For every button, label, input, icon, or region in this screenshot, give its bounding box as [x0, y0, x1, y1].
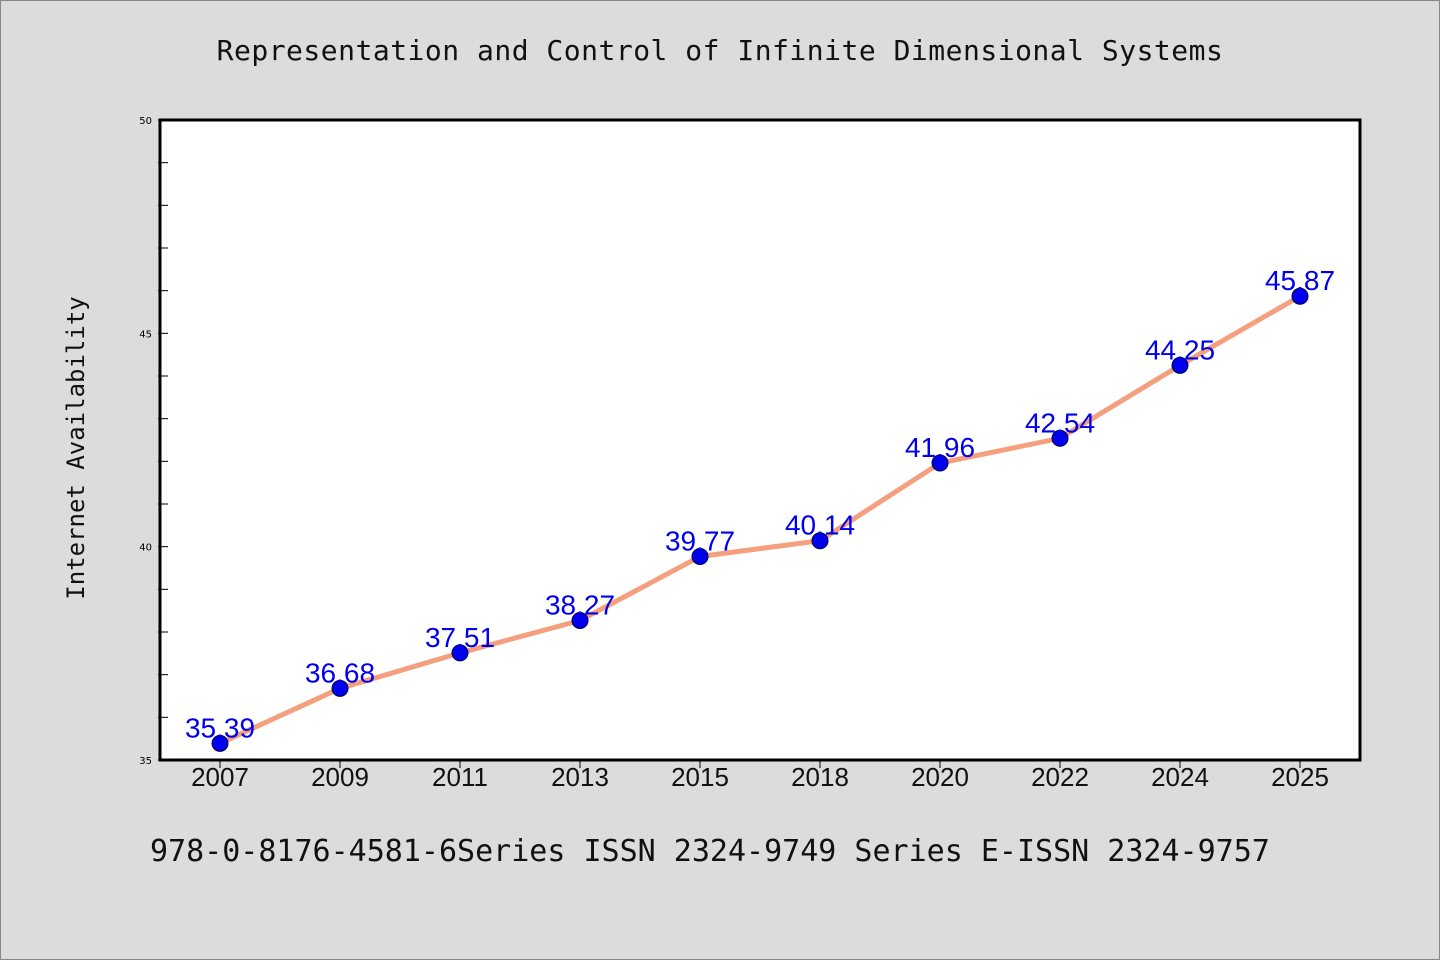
data-label: 38.27	[545, 589, 615, 620]
data-point	[331, 679, 349, 697]
chart-footer: 978-0-8176-4581-6Series ISSN 2324-9749 S…	[150, 834, 1270, 869]
x-tick-label: 2013	[551, 762, 609, 792]
x-tick-label: 2018	[791, 762, 849, 792]
y-tick-label: 50	[139, 116, 152, 127]
data-label: 44.25	[1145, 334, 1215, 365]
data-label: 41.96	[905, 432, 975, 463]
data-label: 40.14	[785, 510, 855, 541]
data-label: 35.39	[185, 712, 255, 743]
data-point	[931, 454, 949, 472]
x-tick-label: 2024	[1151, 762, 1209, 792]
y-tick-label: 40	[139, 543, 152, 554]
series-line	[218, 294, 1302, 746]
y-tick-label: 35	[139, 756, 152, 767]
x-tick-label: 2007	[191, 762, 249, 792]
data-label: 45.87	[1265, 265, 1335, 296]
data-point	[691, 547, 709, 565]
data-point	[811, 532, 829, 550]
data-label: 39.77	[665, 525, 735, 556]
data-point	[1171, 356, 1189, 374]
plot-area	[158, 118, 1362, 762]
chart-title: Representation and Control of Infinite D…	[216, 34, 1224, 67]
data-label: 37.51	[425, 622, 495, 653]
data-label: 36.68	[305, 657, 375, 688]
data-point	[1291, 287, 1309, 305]
data-point	[571, 611, 589, 629]
x-tick-label: 2011	[432, 762, 488, 792]
y-tick-label: 45	[139, 329, 152, 340]
x-tick-label: 2022	[1031, 762, 1089, 792]
x-tick-label: 2025	[1271, 762, 1329, 792]
x-tick-label: 2009	[311, 762, 369, 792]
data-point	[211, 734, 229, 752]
x-tick-label: 2020	[911, 762, 969, 792]
data-point	[1051, 429, 1069, 447]
data-point	[451, 644, 469, 662]
x-tick-label: 2015	[671, 762, 729, 792]
data-label: 42.54	[1025, 407, 1095, 438]
